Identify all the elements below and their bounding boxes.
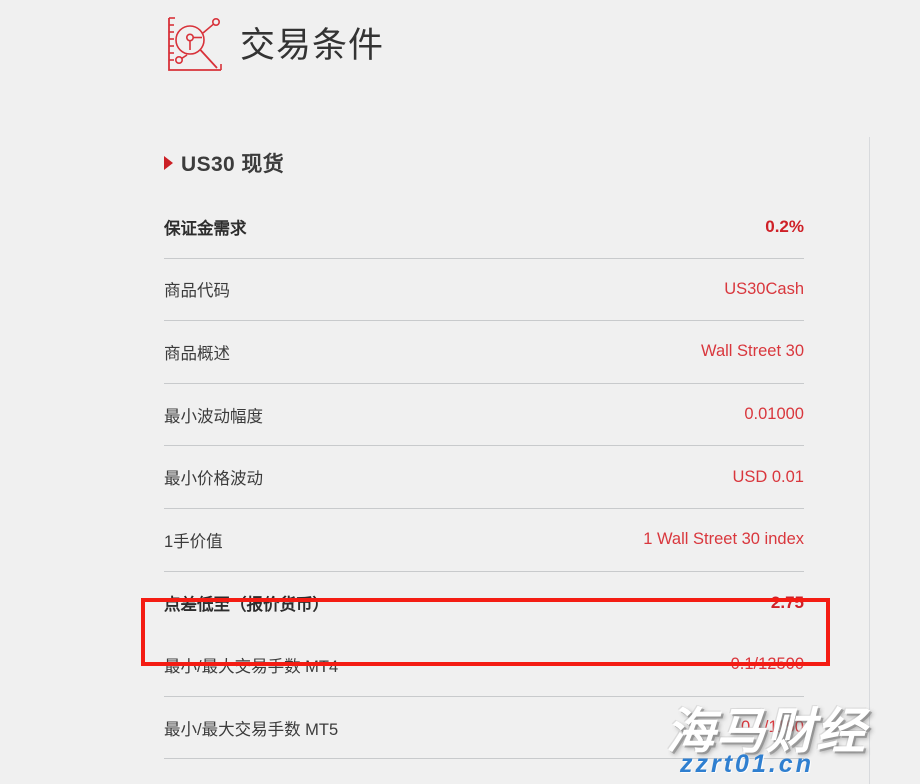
spec-value: US30Cash (724, 279, 804, 298)
spec-label: 最小波动幅度 (164, 407, 263, 426)
spec-label: 点差低至（报价货币） (164, 595, 329, 614)
table-row: 最小/最大交易手数 MT5 0.1/1150 (164, 697, 804, 760)
page-header: 交易条件 (164, 14, 384, 76)
triangle-right-icon (164, 156, 173, 170)
table-row: 最小/最大交易手数 MT4 0.1/12500 (164, 634, 804, 697)
spec-value: 0.01000 (744, 405, 804, 424)
spec-value: 0.1/1150 (740, 718, 804, 737)
table-row-highlighted: 点差低至（报价货币） 2.75 (164, 572, 804, 635)
table-row: 1手价值 1 Wall Street 30 index (164, 509, 804, 572)
section-title: US30 现货 (181, 153, 285, 176)
spec-label: 1手价值 (164, 532, 223, 551)
table-row: 最小价格波动 USD 0.01 (164, 446, 804, 509)
spec-value: 0.1/12500 (730, 655, 804, 674)
spec-value: 2.75 (770, 592, 804, 612)
spec-label: 保证金需求 (164, 219, 247, 238)
spec-label: 商品概述 (164, 344, 230, 363)
right-divider (869, 137, 870, 784)
spec-label: 商品代码 (164, 282, 230, 301)
spec-value: Wall Street 30 (700, 342, 804, 361)
chart-magnifier-icon (164, 14, 226, 76)
table-row: 保证金需求 0.2% (164, 196, 804, 259)
spec-value: 0.2% (765, 216, 804, 236)
spec-label: 最小/最大交易手数 MT4 (164, 657, 339, 676)
spec-table: 保证金需求 0.2% 商品代码 US30Cash 商品概述 Wall Stree… (164, 196, 804, 760)
section-heading[interactable]: US30 现货 (164, 148, 284, 178)
page-title: 交易条件 (240, 25, 385, 65)
spec-label: 最小/最大交易手数 MT5 (164, 720, 339, 739)
table-row: 商品代码 US30Cash (164, 259, 804, 322)
table-row: 商品概述 Wall Street 30 (164, 321, 804, 384)
spec-label: 最小价格波动 (164, 470, 263, 489)
spec-value: USD 0.01 (732, 467, 804, 486)
table-row: 最小波动幅度 0.01000 (164, 384, 804, 447)
spec-value: 1 Wall Street 30 index (643, 530, 804, 549)
